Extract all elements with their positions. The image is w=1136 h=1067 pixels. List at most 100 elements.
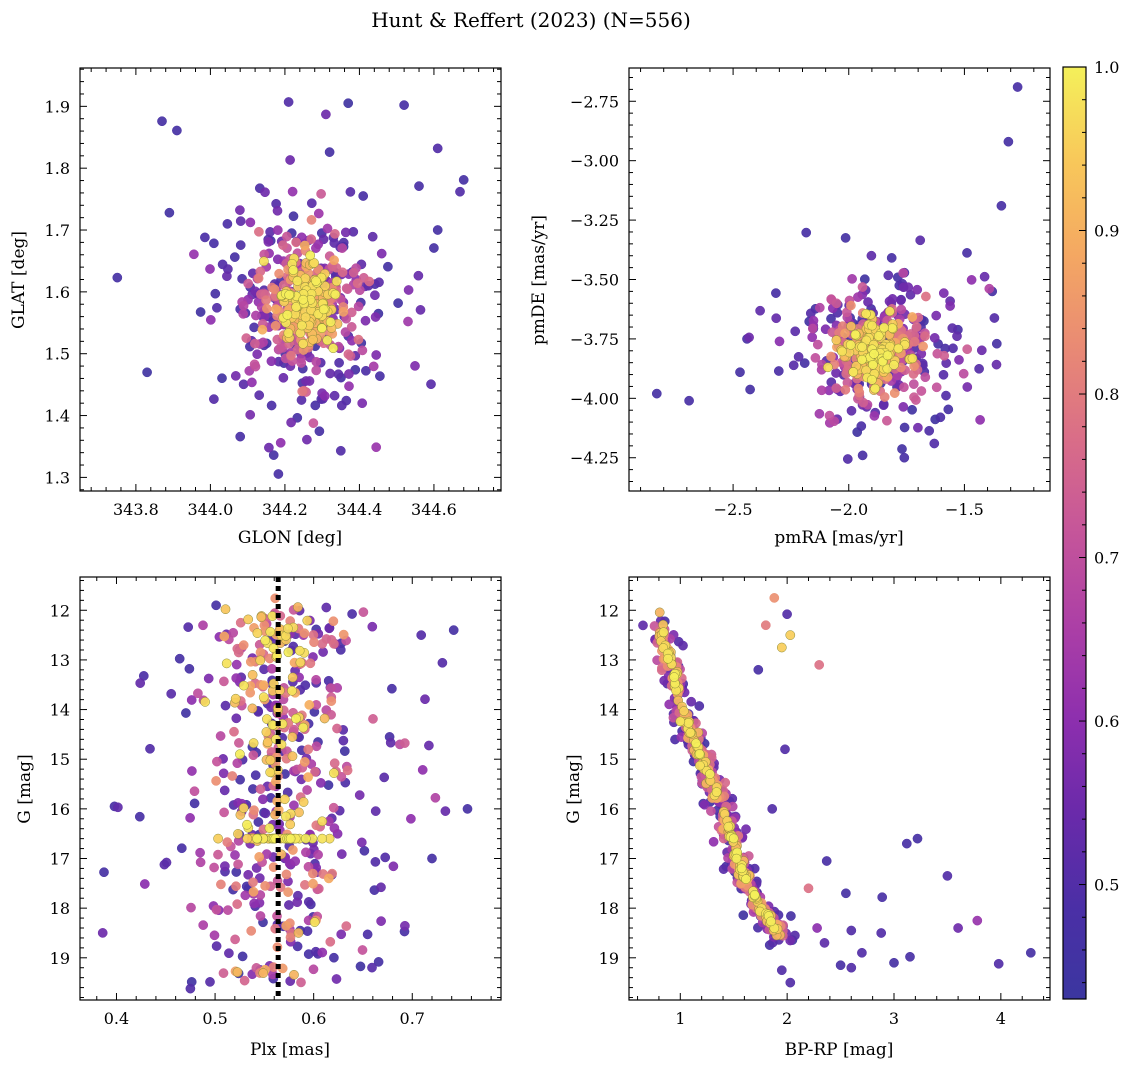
data-point xyxy=(238,640,249,650)
data-point xyxy=(954,355,964,365)
data-point xyxy=(193,688,203,699)
data-point xyxy=(145,743,155,754)
data-point xyxy=(931,382,942,393)
data-point xyxy=(979,271,990,282)
colorbar: 0.5 0.6 0.7 0.8 0.9 1.0 xyxy=(1062,58,1119,1000)
data-point xyxy=(247,703,258,714)
data-point xyxy=(912,284,923,295)
data-point xyxy=(896,295,906,306)
data-point xyxy=(324,147,335,157)
data-point xyxy=(962,248,972,258)
colorbar-tick-label: 0.5 xyxy=(1094,876,1119,895)
data-point xyxy=(368,714,378,724)
data-point xyxy=(223,905,233,915)
y-tick-label: 16 xyxy=(50,800,70,819)
data-point xyxy=(284,900,294,910)
data-point xyxy=(898,268,909,278)
data-point xyxy=(939,350,950,361)
data-point xyxy=(303,897,314,907)
data-point xyxy=(921,291,931,302)
data-point xyxy=(309,637,319,648)
data-point xyxy=(929,333,940,343)
data-point xyxy=(776,965,787,976)
x-axis-label: BP-RP [mag] xyxy=(785,1040,894,1060)
data-point xyxy=(296,358,307,368)
data-point xyxy=(269,284,280,295)
data-point xyxy=(375,371,385,381)
data-point xyxy=(952,331,962,342)
x-tick-label: −2.0 xyxy=(829,500,868,519)
data-point xyxy=(279,794,290,805)
data-point xyxy=(250,770,261,781)
y-tick-label: 19 xyxy=(50,949,70,968)
data-point xyxy=(812,339,823,350)
data-point xyxy=(846,405,857,416)
data-point xyxy=(941,390,951,401)
data-point xyxy=(248,738,259,748)
data-point xyxy=(293,928,304,938)
data-point xyxy=(211,904,222,915)
data-point xyxy=(406,813,416,824)
data-point xyxy=(360,315,371,326)
data-point xyxy=(317,639,328,649)
data-point xyxy=(736,863,747,874)
data-point xyxy=(139,879,150,889)
data-point xyxy=(287,672,298,683)
data-point xyxy=(853,292,863,302)
data-point xyxy=(285,932,296,943)
data-point xyxy=(912,833,923,844)
data-point xyxy=(306,198,317,209)
data-point xyxy=(807,323,818,334)
data-point xyxy=(889,360,899,370)
data-point xyxy=(345,187,356,197)
data-point xyxy=(893,343,904,354)
data-point xyxy=(313,849,323,860)
data-point xyxy=(294,645,305,656)
data-point xyxy=(711,787,722,797)
data-point xyxy=(769,593,780,603)
y-tick-label: 15 xyxy=(599,750,619,769)
data-point xyxy=(410,361,420,371)
colorbar-tick-label: 0.6 xyxy=(1094,712,1119,731)
x-tick-label: 1 xyxy=(675,1009,685,1028)
colorbar-tick-label: 1.0 xyxy=(1094,58,1119,77)
data-point xyxy=(684,395,694,406)
data-point xyxy=(899,452,910,463)
data-point xyxy=(318,647,328,657)
data-point xyxy=(325,683,336,693)
data-point xyxy=(773,366,784,376)
data-point xyxy=(281,869,292,880)
data-point xyxy=(400,920,410,931)
data-point xyxy=(336,849,347,859)
data-point xyxy=(801,227,812,238)
data-point xyxy=(868,359,878,370)
data-point xyxy=(235,216,246,226)
data-point xyxy=(367,962,377,973)
data-point xyxy=(916,386,927,396)
data-point xyxy=(298,338,308,349)
data-point xyxy=(285,819,296,830)
data-point xyxy=(240,890,251,901)
data-point xyxy=(346,322,357,332)
data-point xyxy=(723,821,734,832)
data-point xyxy=(242,819,252,830)
x-tick-label: 344.0 xyxy=(187,500,233,519)
data-point xyxy=(305,250,316,261)
data-point xyxy=(235,240,246,250)
data-point xyxy=(867,374,877,385)
y-tick-label: 19 xyxy=(599,949,619,968)
data-point xyxy=(252,628,263,638)
data-point xyxy=(205,264,215,274)
data-point xyxy=(675,716,686,727)
data-point xyxy=(341,283,352,294)
data-point xyxy=(356,837,367,848)
data-point xyxy=(658,627,669,638)
data-point xyxy=(216,879,226,890)
data-point xyxy=(203,673,214,684)
data-point xyxy=(288,265,299,275)
data-point xyxy=(222,837,233,847)
y-tick-label: −3.75 xyxy=(570,330,619,349)
data-point xyxy=(235,774,245,785)
data-point xyxy=(374,277,384,288)
